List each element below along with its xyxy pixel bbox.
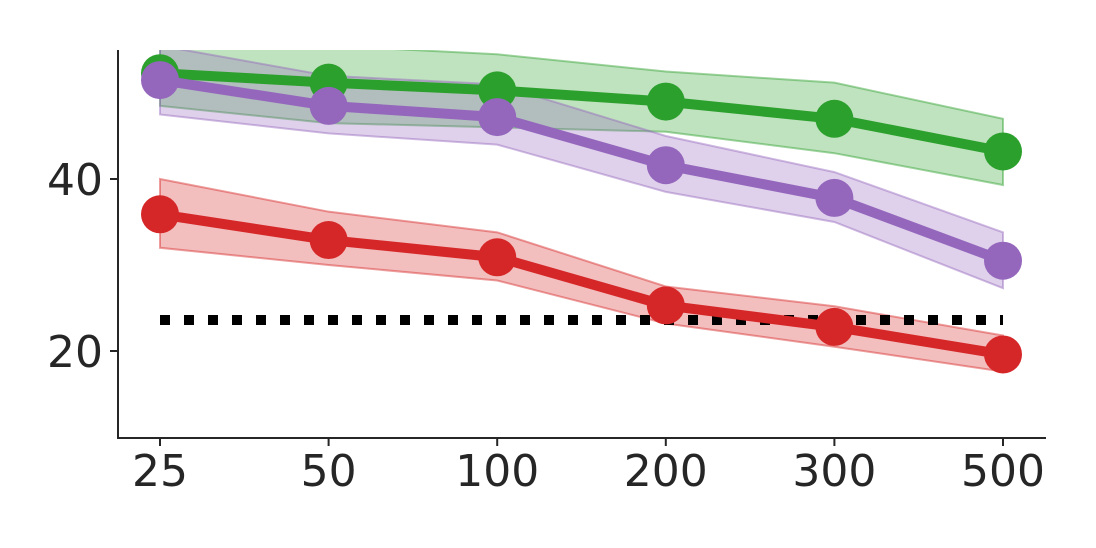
- x-tick-label: 50: [301, 446, 357, 497]
- x-tick-label: 100: [455, 446, 539, 497]
- data-point-s2-1: [141, 61, 179, 100]
- x-tick-label: 200: [624, 446, 708, 497]
- data-point-s1-3: [478, 71, 517, 110]
- data-point-s2-2: [309, 86, 348, 125]
- series-line-2: [155, 75, 1008, 266]
- data-point-s1-5: [815, 99, 854, 138]
- data-point-s3-2: [309, 221, 348, 260]
- x-tick-label: 25: [132, 446, 188, 497]
- x-tick-label: 500: [961, 446, 1045, 497]
- data-point-s3-5: [815, 307, 854, 346]
- y-tick-label: 40: [47, 155, 103, 206]
- series-lines: [155, 68, 1008, 360]
- series-line-3: [155, 209, 1008, 360]
- data-point-s3-6: [984, 335, 1022, 374]
- y-tick-label: 20: [47, 327, 103, 378]
- series-line-1: [155, 68, 1008, 157]
- data-point-s3-4: [646, 286, 685, 325]
- data-point-s2-3: [478, 98, 517, 137]
- data-point-s1-6: [984, 132, 1022, 171]
- data-point-s3-1: [141, 195, 179, 234]
- axes: [117, 50, 1046, 439]
- x-tick-label: 300: [792, 446, 876, 497]
- data-point-s2-5: [815, 178, 854, 217]
- data-point-s3-3: [478, 238, 517, 277]
- data-point-s1-4: [646, 82, 685, 121]
- x-axis-ticks: 25 50 100 200 300 500: [132, 438, 1045, 497]
- data-point-s2-6: [984, 241, 1022, 280]
- series-points: [141, 54, 1022, 374]
- data-point-s2-4: [646, 146, 685, 185]
